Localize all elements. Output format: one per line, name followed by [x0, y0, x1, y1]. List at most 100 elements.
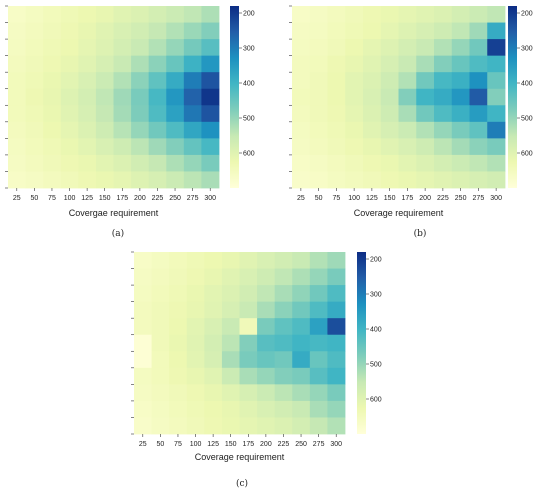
heatmap-cell — [469, 171, 488, 189]
heatmap-cell — [327, 417, 346, 435]
x-tick-label: 125 — [81, 195, 93, 202]
heatmap-cell — [95, 22, 114, 40]
heatmap-cell — [398, 171, 417, 189]
heatmap-cell — [309, 351, 328, 369]
heatmap-cell — [434, 55, 453, 73]
heatmap-cell — [309, 301, 328, 319]
heatmap-cell — [239, 285, 258, 303]
heatmap-cell — [43, 6, 62, 23]
heatmap-cell — [113, 88, 132, 106]
heatmap-cell — [274, 285, 293, 303]
heatmap-cell — [148, 154, 167, 172]
heatmap-cell — [487, 6, 506, 23]
heatmap-cell — [113, 6, 132, 23]
heatmap-cell — [151, 417, 170, 435]
heatmap-cell — [169, 384, 188, 402]
heatmap-cell — [292, 301, 311, 319]
heatmap-cell — [78, 72, 97, 90]
heatmap-cell — [166, 22, 185, 40]
heatmap-cell — [151, 318, 170, 336]
heatmap-cell — [60, 105, 79, 123]
heatmap-cell — [148, 22, 167, 40]
heatmap-cell — [78, 39, 97, 57]
heatmap-cell — [309, 171, 328, 189]
heatmap-cell — [380, 55, 399, 73]
heatmap-cell — [204, 384, 223, 402]
heatmap-cell — [169, 268, 188, 286]
heatmap-cell — [186, 351, 205, 369]
heatmap-cell — [186, 384, 205, 402]
heatmap-cell — [257, 417, 276, 435]
heatmap-cell — [221, 367, 240, 385]
heatmap-cell — [257, 334, 276, 352]
heatmap-cell — [487, 55, 506, 73]
heatmap-cell — [327, 252, 346, 269]
heatmap-cell — [309, 6, 328, 23]
heatmap-cell — [345, 154, 364, 172]
heatmap-cell — [451, 105, 470, 123]
panel-caption: (a) — [112, 228, 124, 239]
heatmap-cell — [60, 39, 79, 57]
heatmap-cell — [309, 72, 328, 90]
heatmap-cell — [183, 22, 202, 40]
x-tick-label: 275 — [473, 195, 485, 202]
heatmap-cell — [292, 22, 311, 40]
heatmap-cell — [327, 105, 346, 123]
heatmap-cell — [151, 400, 170, 418]
heatmap-cell — [25, 6, 44, 23]
heatmap-cell — [43, 171, 62, 189]
x-tick-label: 150 — [225, 441, 237, 448]
heatmap-cell — [292, 138, 311, 156]
heatmap-cell — [239, 351, 258, 369]
heatmap-cell — [95, 88, 114, 106]
heatmap-cell — [8, 154, 26, 172]
heatmap-cell — [151, 252, 170, 269]
heatmap-cell — [309, 154, 328, 172]
heatmap-cell — [434, 72, 453, 90]
x-tick-label: 50 — [156, 441, 164, 448]
heatmap-cell — [451, 171, 470, 189]
heatmap-cell — [134, 384, 152, 402]
heatmap-cell — [257, 384, 276, 402]
heatmap-cell — [186, 301, 205, 319]
heatmap-cell — [221, 351, 240, 369]
heatmap-cell — [166, 39, 185, 57]
heatmap-cell — [95, 72, 114, 90]
heatmap-cell — [25, 39, 44, 57]
heatmap-cell — [204, 367, 223, 385]
heatmap-cell — [183, 39, 202, 57]
x-tick-label: 225 — [152, 195, 164, 202]
heatmap-cell — [292, 285, 311, 303]
heatmap-cell — [327, 39, 346, 57]
heatmap-cell — [416, 88, 435, 106]
heatmap-cell — [309, 417, 328, 435]
heatmap-panel-2: 25 50 75 100 125 150 175 200 225 250 275 300 Coverag… — [289, 5, 533, 239]
heatmap-cell — [169, 400, 188, 418]
heatmap-cell — [380, 6, 399, 23]
heatmap-cell — [186, 400, 205, 418]
heatmap-cell — [60, 154, 79, 172]
heatmap-cell — [327, 6, 346, 23]
heatmap-cell — [309, 105, 328, 123]
heatmap-cell — [363, 154, 382, 172]
heatmap-cell — [363, 72, 382, 90]
x-tick-label: 125 — [366, 195, 378, 202]
heatmap-cell — [201, 55, 220, 73]
heatmap-cell — [151, 285, 170, 303]
heatmap-cell — [292, 351, 311, 369]
heatmap-cell — [487, 154, 506, 172]
heatmap-cell — [148, 138, 167, 156]
x-axis-label: Covergae requirement — [69, 208, 159, 218]
heatmap-cell — [363, 171, 382, 189]
heatmap-cell — [398, 154, 417, 172]
heatmap-cell — [345, 6, 364, 23]
heatmap-cell — [274, 384, 293, 402]
heatmap-cell — [183, 105, 202, 123]
heatmap-cell — [134, 351, 152, 369]
heatmap-cell — [434, 138, 453, 156]
heatmap-cell — [380, 39, 399, 57]
heatmap-cell — [166, 154, 185, 172]
heatmap-cell — [345, 55, 364, 73]
heatmap-cell — [221, 417, 240, 435]
